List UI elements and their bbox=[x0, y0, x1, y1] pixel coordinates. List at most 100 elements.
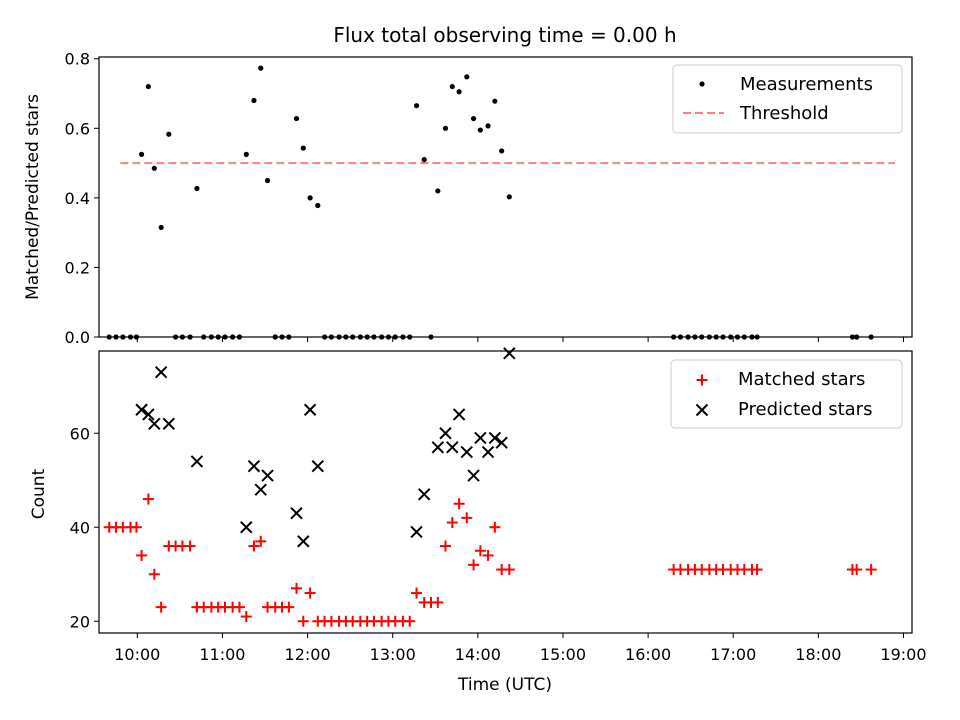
predicted-star-point-b bbox=[240, 521, 253, 534]
measurement-point bbox=[208, 334, 214, 340]
count-y-ticks: 20 40 60 bbox=[70, 424, 99, 631]
measurement-point bbox=[230, 334, 236, 340]
measurement-point bbox=[350, 334, 356, 340]
measurement-point bbox=[720, 334, 726, 340]
measurement-point bbox=[749, 334, 755, 340]
predicted-star-point bbox=[481, 445, 495, 459]
count-x-tick-label: 19:00 bbox=[880, 645, 926, 664]
legend-predicted-symbol-b bbox=[695, 403, 709, 417]
predicted-star-point-b bbox=[247, 459, 261, 473]
predicted-star-point bbox=[148, 417, 161, 431]
measurement-point bbox=[120, 334, 126, 340]
ratio-y-tick-label: 0.4 bbox=[65, 189, 90, 208]
measurement-point bbox=[286, 334, 292, 340]
predicted-star-point-b bbox=[431, 441, 445, 454]
predicted-star-point-b bbox=[261, 469, 274, 482]
predicted-star-point bbox=[495, 436, 508, 449]
matched-star-point bbox=[468, 559, 480, 571]
measurement-point bbox=[671, 334, 677, 340]
matched-star-point bbox=[130, 521, 142, 533]
measurement-point bbox=[222, 334, 228, 340]
measurement-point bbox=[849, 334, 856, 340]
measurement-point bbox=[392, 334, 398, 340]
measurement-point bbox=[106, 334, 112, 340]
measurement-point bbox=[407, 334, 413, 340]
measurement-point bbox=[343, 334, 349, 340]
ratio-y-tick-label: 0.2 bbox=[65, 258, 90, 277]
predicted-star-point bbox=[154, 365, 168, 379]
count-legend: Matched stars Predicted stars bbox=[670, 359, 903, 429]
matched-star-point bbox=[411, 587, 423, 599]
predicted-star-point-b bbox=[495, 436, 508, 449]
count-x-label: Time (UTC) bbox=[457, 675, 552, 695]
count-x-tick-label: 11:00 bbox=[199, 645, 245, 664]
predicted-star-point bbox=[142, 408, 155, 421]
predicted-star-point-b bbox=[135, 403, 148, 416]
predicted-star-point-b bbox=[417, 488, 431, 501]
measurement-point bbox=[677, 334, 684, 340]
ratio-legend-box bbox=[672, 64, 903, 134]
measurement-point bbox=[236, 334, 243, 340]
predicted-star-point-b bbox=[503, 347, 516, 360]
matched-star-point bbox=[240, 611, 252, 623]
predicted-star-point bbox=[431, 441, 445, 454]
measurement-point bbox=[379, 334, 385, 340]
measurement-point bbox=[385, 334, 392, 340]
predicted-star-point bbox=[311, 459, 324, 473]
matched-star-point bbox=[148, 568, 160, 580]
count-x-tick-label: 17:00 bbox=[710, 645, 756, 664]
measurement-point bbox=[854, 334, 860, 340]
predicted-star-point bbox=[135, 403, 148, 416]
measurement-point bbox=[272, 334, 278, 340]
legend-measurements-label: Measurements bbox=[740, 74, 873, 95]
predicted-star-point bbox=[439, 427, 452, 440]
measurement-point bbox=[145, 83, 151, 90]
measurement-point bbox=[400, 334, 406, 340]
predicted-star-point-b bbox=[154, 365, 168, 379]
count-x-tick-label: 14:00 bbox=[455, 645, 501, 664]
measurement-point bbox=[336, 334, 342, 340]
measurement-point bbox=[158, 224, 164, 231]
predicted-star-point bbox=[254, 483, 267, 496]
matched-star-point bbox=[136, 549, 148, 561]
measurement-point bbox=[138, 151, 145, 157]
measurement-points bbox=[106, 65, 874, 340]
legend-measurements-marker bbox=[699, 81, 705, 87]
measurement-point bbox=[371, 334, 377, 340]
matched-star-point bbox=[865, 564, 877, 576]
matched-star-point bbox=[503, 564, 515, 576]
predicted-star-point bbox=[446, 441, 459, 454]
measurement-point bbox=[279, 334, 285, 340]
measurement-point bbox=[151, 165, 157, 171]
measurement-point bbox=[364, 334, 370, 340]
count-x-tick-label: 13:00 bbox=[370, 645, 416, 664]
measurement-point bbox=[300, 145, 306, 151]
measurement-point bbox=[713, 334, 719, 340]
measurement-point bbox=[741, 334, 747, 340]
matched-star-point bbox=[233, 601, 245, 613]
measurement-point bbox=[187, 334, 193, 340]
measurement-point bbox=[315, 202, 321, 209]
measurement-point bbox=[321, 334, 328, 340]
matched-star-point bbox=[482, 549, 494, 561]
count-x-tick-label: 18:00 bbox=[795, 645, 841, 664]
ratio-y-tick-label: 0.0 bbox=[65, 328, 90, 347]
measurement-point bbox=[215, 334, 221, 340]
predicted-star-point-b bbox=[446, 441, 459, 454]
predicted-star-point bbox=[247, 459, 261, 473]
legend-predicted-label: Predicted stars bbox=[738, 399, 872, 420]
ratio-x-ticks bbox=[136, 337, 904, 342]
measurement-point bbox=[706, 334, 712, 340]
count-legend-box bbox=[670, 359, 903, 429]
predicted-star-point bbox=[297, 535, 310, 548]
matched-star-point bbox=[297, 615, 309, 627]
ratio-y-label: Matched/Predicted stars bbox=[23, 94, 43, 300]
matched-star-point bbox=[439, 540, 451, 552]
count-panel: 20 40 60 10:00 11:00 12:00 13:00 14:00 15:00 16:… bbox=[29, 347, 927, 695]
measurement-point bbox=[442, 125, 449, 131]
predicted-star-point-b bbox=[474, 431, 487, 445]
matched-star-point bbox=[184, 540, 196, 552]
measurement-point bbox=[470, 115, 477, 122]
measurement-point bbox=[868, 334, 874, 340]
count-x-tick-label: 12:00 bbox=[285, 645, 331, 664]
